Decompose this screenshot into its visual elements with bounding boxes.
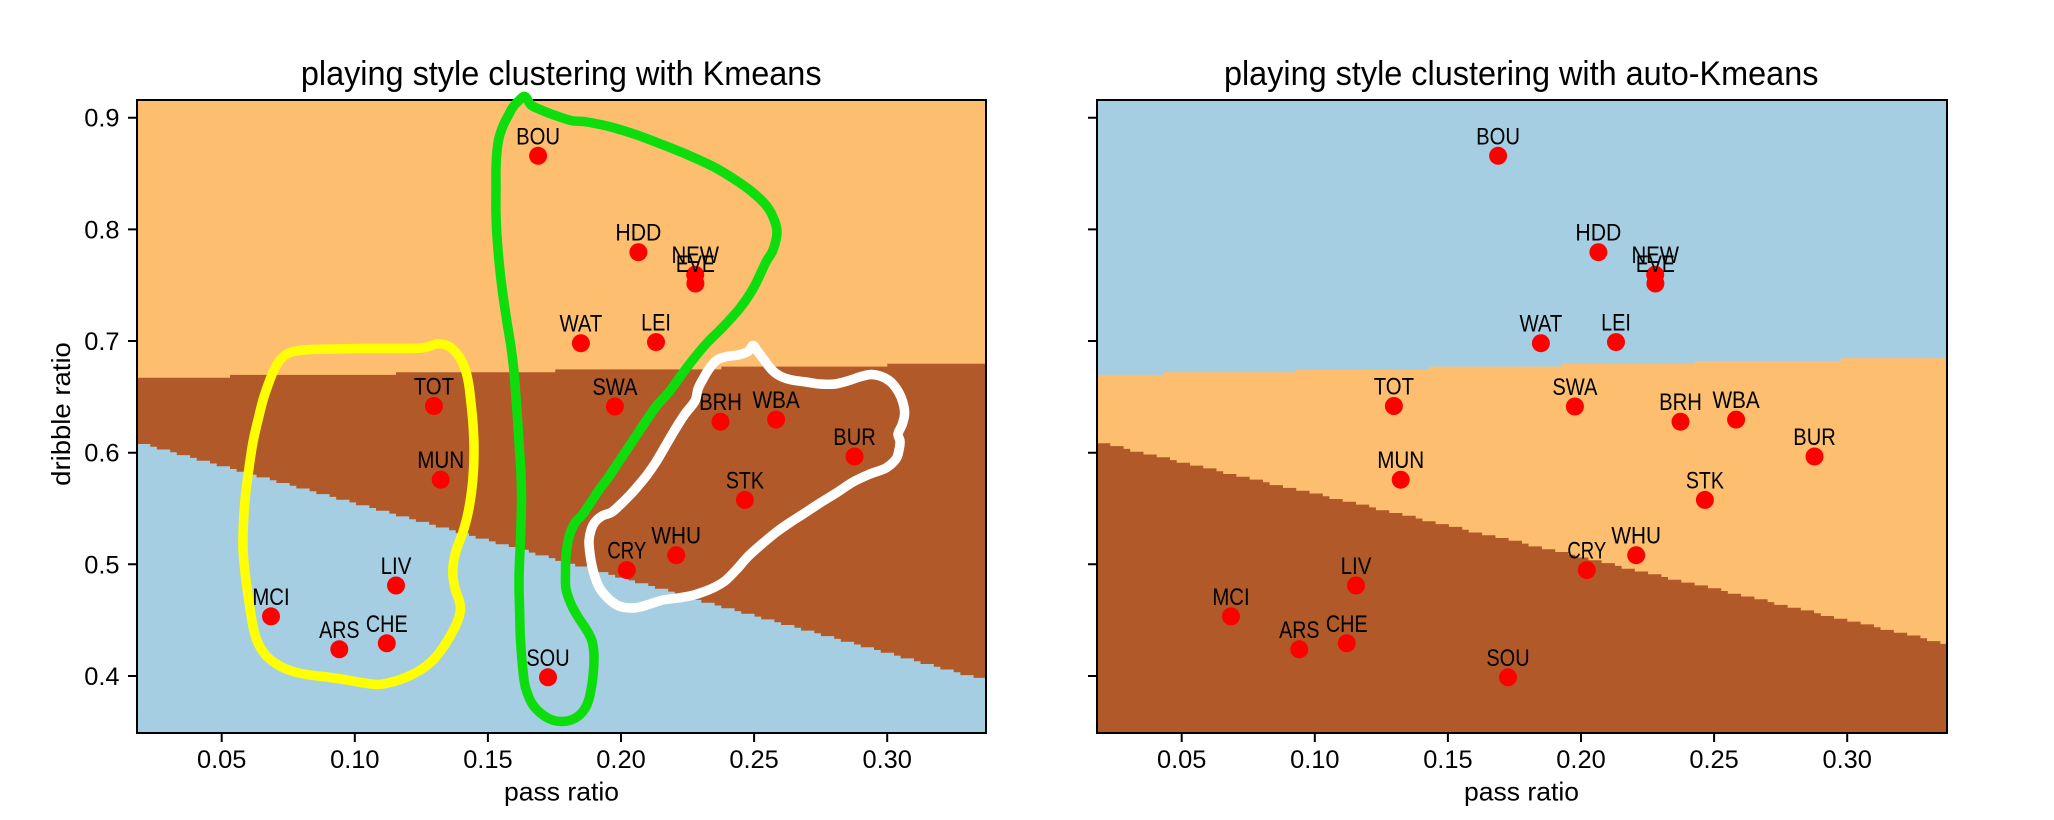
svg-text:playing style clustering with: playing style clustering with auto-Kmean… xyxy=(1224,55,1819,93)
svg-text:SOU: SOU xyxy=(526,645,569,672)
svg-text:CRY: CRY xyxy=(1567,538,1606,565)
svg-text:EVE: EVE xyxy=(676,251,715,278)
svg-text:MCI: MCI xyxy=(1212,584,1249,611)
svg-text:0.10: 0.10 xyxy=(1290,746,1339,774)
svg-text:BOU: BOU xyxy=(1476,123,1520,150)
svg-text:HDD: HDD xyxy=(1575,220,1621,247)
svg-text:CRY: CRY xyxy=(607,538,646,565)
svg-text:SWA: SWA xyxy=(1552,374,1597,401)
svg-text:0.8: 0.8 xyxy=(84,216,119,244)
svg-text:WAT: WAT xyxy=(1519,311,1562,338)
svg-text:LEI: LEI xyxy=(1601,310,1631,337)
svg-text:WHU: WHU xyxy=(651,523,701,550)
svg-text:WBA: WBA xyxy=(752,387,799,414)
svg-text:CHE: CHE xyxy=(366,611,408,638)
svg-text:BUR: BUR xyxy=(1793,424,1835,451)
svg-text:EVE: EVE xyxy=(1636,251,1675,278)
svg-text:CHE: CHE xyxy=(1326,611,1368,638)
svg-text:NEW: NEW xyxy=(1631,242,1679,269)
svg-text:0.7: 0.7 xyxy=(84,328,119,356)
svg-text:0.10: 0.10 xyxy=(330,746,379,774)
svg-text:NEW: NEW xyxy=(671,242,719,269)
svg-text:dribble ratio: dribble ratio xyxy=(46,342,76,486)
svg-text:0.9: 0.9 xyxy=(84,105,119,133)
svg-text:0.05: 0.05 xyxy=(197,746,246,774)
svg-text:0.6: 0.6 xyxy=(84,440,119,468)
svg-text:STK: STK xyxy=(1686,467,1724,494)
svg-text:MCI: MCI xyxy=(252,584,289,611)
svg-text:LIV: LIV xyxy=(1341,553,1372,580)
svg-text:ARS: ARS xyxy=(1279,617,1319,644)
svg-text:0.30: 0.30 xyxy=(862,746,911,774)
svg-text:0.15: 0.15 xyxy=(1423,746,1472,774)
svg-text:MUN: MUN xyxy=(417,447,464,474)
svg-text:WAT: WAT xyxy=(559,311,602,338)
svg-text:BOU: BOU xyxy=(516,123,560,150)
svg-text:0.25: 0.25 xyxy=(1689,746,1738,774)
svg-text:BRH: BRH xyxy=(1659,389,1702,416)
svg-text:WBA: WBA xyxy=(1712,387,1759,414)
svg-text:TOT: TOT xyxy=(414,374,455,401)
svg-text:0.20: 0.20 xyxy=(1556,746,1605,774)
svg-text:0.05: 0.05 xyxy=(1157,746,1206,774)
svg-text:0.20: 0.20 xyxy=(596,746,645,774)
svg-text:BRH: BRH xyxy=(699,389,742,416)
svg-text:ARS: ARS xyxy=(319,617,359,644)
svg-text:TOT: TOT xyxy=(1374,374,1415,401)
svg-text:0.4: 0.4 xyxy=(84,663,119,691)
svg-text:0.25: 0.25 xyxy=(729,746,778,774)
svg-text:SWA: SWA xyxy=(592,374,637,401)
svg-text:LIV: LIV xyxy=(381,553,412,580)
svg-text:0.30: 0.30 xyxy=(1822,746,1871,774)
svg-text:pass ratio: pass ratio xyxy=(504,776,619,806)
svg-text:HDD: HDD xyxy=(615,220,661,247)
svg-text:LEI: LEI xyxy=(641,310,671,337)
svg-text:WHU: WHU xyxy=(1611,523,1661,550)
svg-text:0.5: 0.5 xyxy=(84,551,119,579)
svg-text:pass ratio: pass ratio xyxy=(1464,776,1579,806)
svg-text:0.15: 0.15 xyxy=(463,746,512,774)
svg-text:BUR: BUR xyxy=(833,424,875,451)
svg-text:MUN: MUN xyxy=(1377,447,1424,474)
svg-text:playing style clustering with: playing style clustering with Kmeans xyxy=(301,55,822,93)
svg-text:SOU: SOU xyxy=(1486,645,1529,672)
svg-text:STK: STK xyxy=(726,467,764,494)
